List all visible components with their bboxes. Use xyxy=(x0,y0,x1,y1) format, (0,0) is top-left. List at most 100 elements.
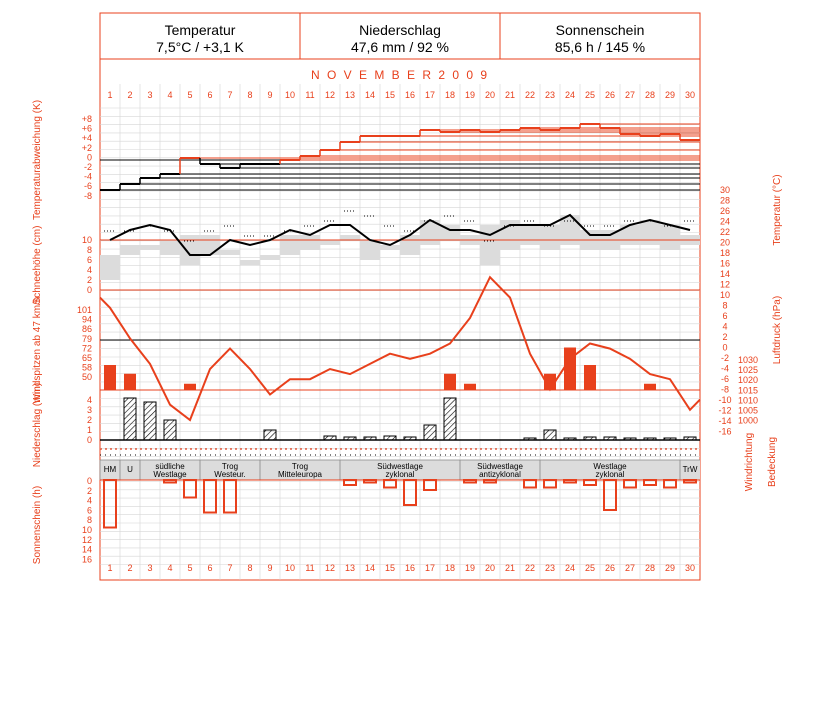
axis-label-sun: Sonnenschein (h) xyxy=(32,486,43,564)
wind-bar xyxy=(184,383,196,390)
day-label-bottom: 7 xyxy=(227,563,232,573)
temp-tick: -12 xyxy=(718,406,731,416)
temp-range-band xyxy=(240,260,260,265)
day-label-bottom: 5 xyxy=(187,563,192,573)
snow-tick: 8 xyxy=(87,245,92,255)
axis-label-cover: Bedeckung xyxy=(767,437,778,487)
day-label-bottom: 2 xyxy=(127,563,132,573)
temp-tick: 16 xyxy=(720,259,730,269)
day-label-top: 21 xyxy=(505,90,515,100)
wind-bar xyxy=(124,373,136,390)
weather-type-label: U xyxy=(127,465,133,474)
weather-type-label2: antizyklonal xyxy=(479,470,521,479)
temp-tick: -8 xyxy=(721,385,729,395)
snow-tick: 10 xyxy=(82,235,92,245)
wind-tick: 65 xyxy=(82,353,92,363)
wind-tick: 72 xyxy=(82,343,92,353)
wind-tick: 58 xyxy=(82,363,92,373)
tempdev-tick: +6 xyxy=(82,124,92,134)
sun-tick: 0 xyxy=(87,476,92,486)
weather-type-label: HM xyxy=(104,465,117,474)
day-label-bottom: 27 xyxy=(625,563,635,573)
temp-range-band xyxy=(420,220,440,245)
precip-bar xyxy=(583,436,597,441)
temp-mean-line xyxy=(109,213,691,256)
day-label-bottom: 18 xyxy=(445,563,455,573)
day-label-bottom: 1 xyxy=(107,563,112,573)
axis-label-precip: Niederschlag (mm) xyxy=(32,383,43,467)
day-label-top: 15 xyxy=(385,90,395,100)
axis-label-temp-dev: Temperaturabweichung (K) xyxy=(32,100,43,220)
day-label-bottom: 24 xyxy=(565,563,575,573)
temp-range-band xyxy=(520,225,540,245)
temp-tick: 28 xyxy=(720,196,730,206)
weather-type-label2: Westlage xyxy=(153,470,187,479)
axis-label-wind: Windspitzen ab 47 km/h xyxy=(32,297,43,404)
day-label-top: 25 xyxy=(585,90,595,100)
temp-range-band xyxy=(340,235,360,240)
sun-bar xyxy=(483,479,497,484)
temp-tick: 6 xyxy=(722,311,727,321)
precip-tick: 0 xyxy=(87,435,92,445)
day-label-top: 11 xyxy=(305,90,314,100)
day-label-bottom: 16 xyxy=(405,563,415,573)
day-label-top: 4 xyxy=(167,90,172,100)
sun-bar xyxy=(183,479,197,499)
wind-bar xyxy=(584,365,596,390)
sun-tick: 6 xyxy=(87,505,92,515)
sun-title: Sonnenschein xyxy=(556,22,645,38)
weather-type-label: Südwestlage xyxy=(477,462,523,471)
temp-tick: 0 xyxy=(722,343,727,353)
sun-bar xyxy=(523,479,537,489)
precip-bar xyxy=(563,437,577,441)
axis-label-temperature: Temperatur (°C) xyxy=(772,174,783,245)
weather-type-label: südliche xyxy=(155,462,185,471)
temp-tick: 4 xyxy=(722,322,727,332)
temp-range-band xyxy=(280,235,300,255)
temp-range-band xyxy=(480,225,500,265)
precip-bar xyxy=(663,437,677,441)
sun-bar xyxy=(223,479,237,514)
pressure-tick: 1010 xyxy=(738,395,758,405)
pressure-tick: 1020 xyxy=(738,375,758,385)
temp-title: Temperatur xyxy=(165,22,236,38)
axis-label-snow: Schneehöhe (cm) xyxy=(32,226,43,305)
pressure-tick: 1015 xyxy=(738,385,758,395)
snow-tick: 6 xyxy=(87,255,92,265)
precip-bar xyxy=(643,437,657,441)
wind-bar xyxy=(644,383,656,390)
snow-tick: 0 xyxy=(87,285,92,295)
day-label-bottom: 3 xyxy=(147,563,152,573)
sun-bar xyxy=(463,479,477,484)
day-label-top: 14 xyxy=(365,90,375,100)
precip-bar xyxy=(523,437,537,441)
sun-bar xyxy=(203,479,217,514)
sun-bar xyxy=(423,479,437,491)
day-label-top: 19 xyxy=(465,90,475,100)
temp-range-band xyxy=(540,225,560,250)
day-label-bottom: 26 xyxy=(605,563,615,573)
sun-bar xyxy=(343,479,357,486)
precip-bar xyxy=(263,429,277,441)
temp-range-band xyxy=(220,250,240,255)
pressure-line xyxy=(99,275,701,422)
pressure-tick: 1030 xyxy=(738,355,758,365)
precip-bar xyxy=(443,397,457,441)
precip-bar xyxy=(543,429,557,441)
wind-tick: 86 xyxy=(82,324,92,334)
weather-type-label: Westlage xyxy=(593,462,627,471)
temp-tick: 2 xyxy=(722,332,727,342)
sun-bar xyxy=(643,479,657,486)
temp-range-band xyxy=(100,255,120,280)
precip-bar xyxy=(623,437,637,441)
wind-bar xyxy=(464,383,476,390)
weather-type-band xyxy=(100,460,700,480)
temp-tick: 10 xyxy=(720,290,730,300)
month-label: N O V E M B E R 2 0 0 9 xyxy=(311,68,489,82)
temp-range-band xyxy=(360,240,380,260)
day-label-top: 29 xyxy=(665,90,675,100)
weather-type-label: TrW xyxy=(683,465,698,474)
weather-type-label2: Mitteleuropa xyxy=(278,470,323,479)
day-label-top: 7 xyxy=(227,90,232,100)
sun-tick: 16 xyxy=(82,554,92,564)
